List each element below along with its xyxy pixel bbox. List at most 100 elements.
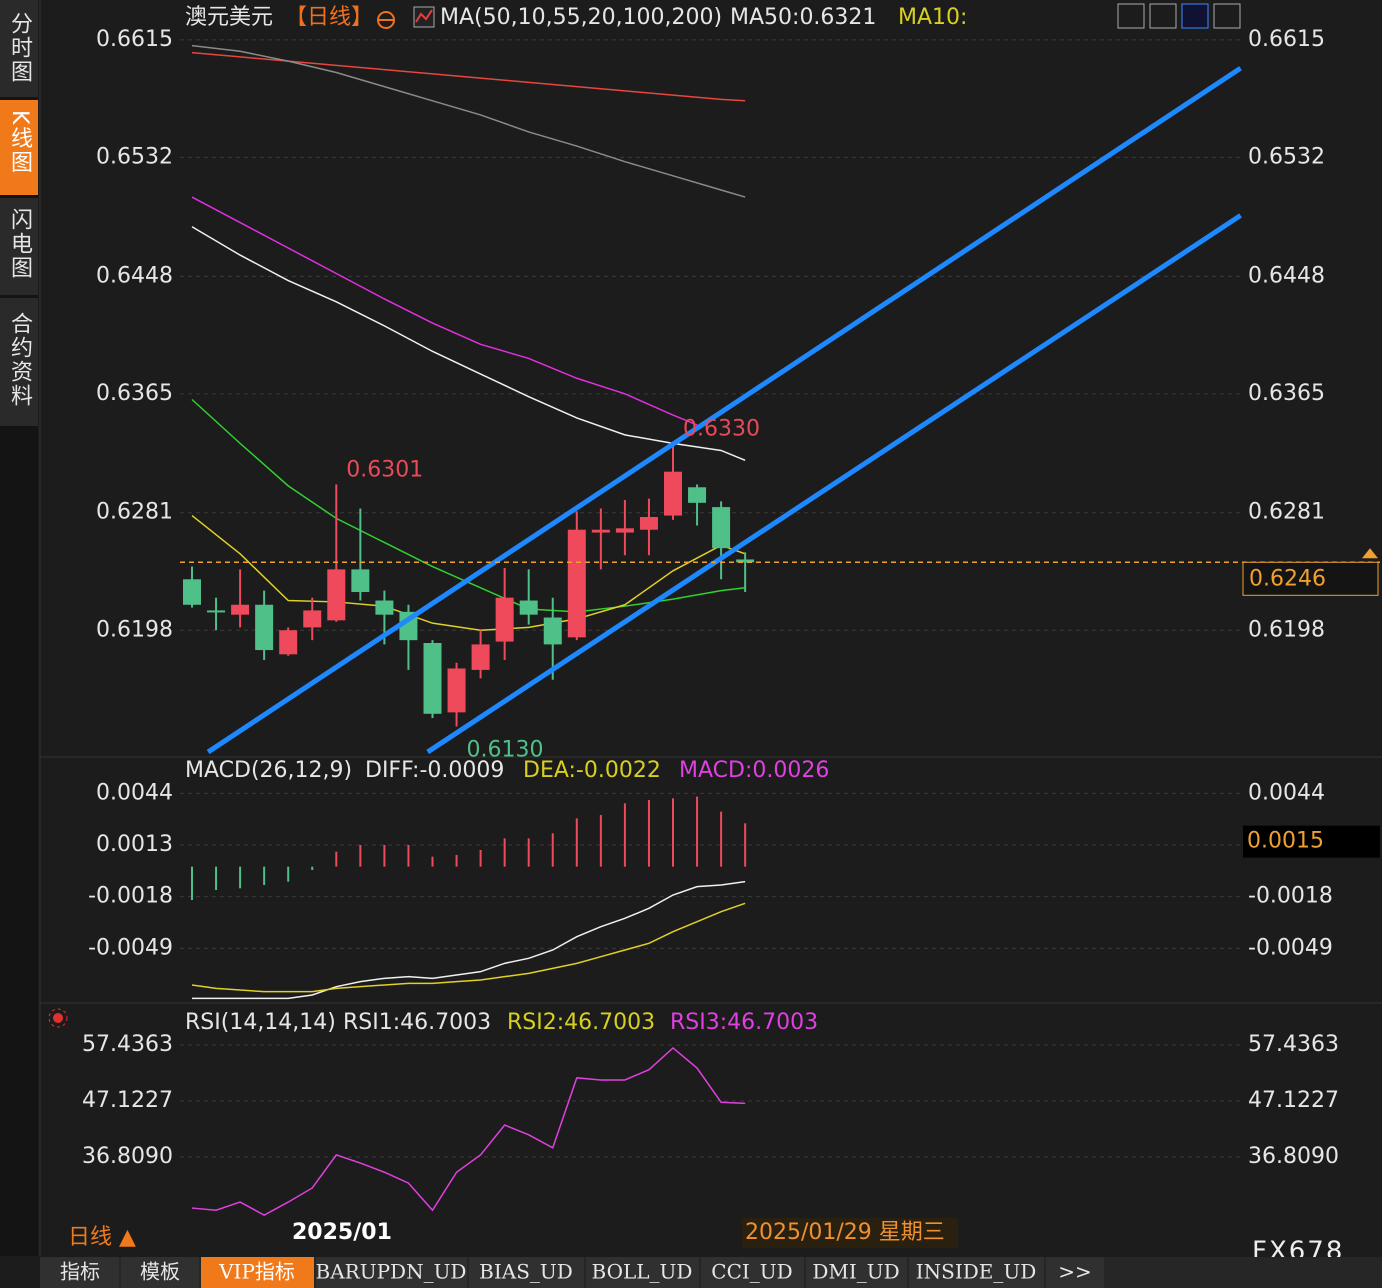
y-tick-label: 47.1227 xyxy=(82,1088,173,1113)
high-label: 0.6301 xyxy=(346,457,423,482)
sidebar-item[interactable] xyxy=(0,0,38,97)
rsi2-label: RSI2:46.7003 xyxy=(507,1010,655,1035)
tab[interactable] xyxy=(316,1257,467,1288)
candle-body xyxy=(327,569,346,621)
tab[interactable] xyxy=(806,1257,907,1288)
candle-body xyxy=(279,630,298,655)
candle-body xyxy=(736,559,755,563)
candle-body xyxy=(471,644,490,670)
candle-body xyxy=(688,487,707,503)
candle-body xyxy=(591,529,610,533)
tab-label[interactable]: BIAS_UD xyxy=(479,1260,573,1284)
tab-active[interactable] xyxy=(201,1257,314,1288)
candle-body xyxy=(712,507,731,549)
cursor-value-box xyxy=(1243,825,1380,858)
y-tick-label: 0.6281 xyxy=(96,500,173,525)
y-tick-label-right: 47.1227 xyxy=(1248,1088,1339,1113)
low-label: 0.6130 xyxy=(467,738,544,763)
tab-label[interactable]: >> xyxy=(1058,1260,1092,1284)
tab-label[interactable]: BARUPDN_UD xyxy=(316,1260,467,1284)
tab-label[interactable]: BOLL_UD xyxy=(592,1260,693,1284)
y-tick-label-right: 0.0044 xyxy=(1248,780,1325,805)
icon xyxy=(415,9,433,23)
icon[interactable] xyxy=(53,1013,63,1023)
y-tick-label: -0.0049 xyxy=(88,935,173,960)
diff-line xyxy=(192,880,746,1000)
dea-line xyxy=(191,902,746,993)
period: 【日线】 xyxy=(285,5,373,30)
icon xyxy=(1362,548,1378,559)
toolbar-icon[interactable] xyxy=(1149,3,1177,29)
y-tick-label-right: 0.6615 xyxy=(1248,27,1325,52)
y-tick-label-right: 0.6532 xyxy=(1248,144,1325,169)
rsi-title: RSI(14,14,14) xyxy=(185,1010,336,1035)
ma10-label: MA10: xyxy=(898,5,967,30)
y-tick-label: 0.6532 xyxy=(96,144,173,169)
ma-line xyxy=(191,196,698,426)
candle-body xyxy=(183,579,201,605)
y-tick-label: 0.6198 xyxy=(96,617,173,642)
last-price-label: 0.6246 xyxy=(1249,566,1326,591)
tab[interactable] xyxy=(1046,1257,1104,1288)
icon xyxy=(48,1008,68,1028)
symbol: 澳元美元 xyxy=(185,5,273,30)
diff-label: DIFF:-0.0009 xyxy=(365,758,504,783)
candle-body xyxy=(664,471,682,516)
toolbar-icon[interactable] xyxy=(1213,3,1241,29)
tab[interactable] xyxy=(909,1257,1044,1288)
tab-label[interactable]: INSIDE_UD xyxy=(916,1260,1037,1284)
cursor-value: 0.0015 xyxy=(1247,829,1324,854)
candle-body xyxy=(495,597,514,642)
y-tick-label: 0.6615 xyxy=(96,27,173,52)
candle-body xyxy=(231,604,250,615)
sidebar-item[interactable] xyxy=(0,198,38,295)
tab[interactable] xyxy=(701,1257,804,1288)
y-tick-label-right: -0.0018 xyxy=(1248,884,1333,909)
candle-body xyxy=(255,604,274,651)
candle-body xyxy=(519,600,538,615)
trend-line xyxy=(426,213,1242,755)
candle-body xyxy=(639,516,658,530)
tab[interactable] xyxy=(586,1257,699,1288)
y-tick-label: 0.0044 xyxy=(96,780,173,805)
trend-line xyxy=(206,66,1242,755)
month-label: 2025/01 xyxy=(292,1220,392,1245)
macd-title: MACD(26,12,9) xyxy=(185,758,352,783)
tab-label[interactable]: CCI_UD xyxy=(711,1260,792,1284)
macd-label: MACD:0.0026 xyxy=(679,758,829,783)
tab[interactable] xyxy=(40,1257,119,1288)
tab[interactable] xyxy=(121,1257,199,1288)
high-label: 0.6330 xyxy=(683,416,760,441)
y-tick-label: 0.6365 xyxy=(96,381,173,406)
y-tick-label: 36.8090 xyxy=(82,1144,173,1169)
period-button[interactable]: 日线 ▲ xyxy=(68,1225,136,1250)
tab-label[interactable]: 指标 xyxy=(60,1260,100,1284)
sidebar-label[interactable]: K线图 xyxy=(7,110,32,174)
y-tick-label-right: 0.6281 xyxy=(1248,500,1325,525)
toolbar-icon[interactable] xyxy=(1181,3,1209,29)
y-tick-label: 57.4363 xyxy=(82,1032,173,1057)
candle-body xyxy=(423,642,442,714)
sidebar-item[interactable] xyxy=(0,298,38,426)
tab[interactable] xyxy=(469,1257,584,1288)
y-tick-label-right: 57.4363 xyxy=(1248,1032,1339,1057)
ma-line xyxy=(191,398,746,613)
sidebar-label[interactable]: 合约资料 xyxy=(7,312,33,408)
cursor-date: 2025/01/29 星期三 xyxy=(745,1220,945,1245)
candle-body xyxy=(543,617,562,645)
toolbar-icon[interactable] xyxy=(1117,3,1145,29)
tab-label[interactable]: 模板 xyxy=(140,1260,180,1284)
sidebar-label[interactable]: 闪电图 xyxy=(7,208,32,280)
candle-body xyxy=(375,600,394,615)
tab-label[interactable]: VIP指标 xyxy=(218,1260,295,1284)
rsi3-label: RSI3:46.7003 xyxy=(670,1010,818,1035)
y-tick-label: 0.6448 xyxy=(96,263,173,288)
sidebar-label[interactable]: 分时图 xyxy=(7,12,33,84)
ma-params: MA(50,10,55,20,100,200) xyxy=(440,5,722,30)
ma-line xyxy=(191,44,746,198)
tab-label[interactable]: DMI_UD xyxy=(812,1260,899,1284)
sidebar-item-active[interactable] xyxy=(0,100,38,195)
last-price-box xyxy=(1242,561,1379,596)
